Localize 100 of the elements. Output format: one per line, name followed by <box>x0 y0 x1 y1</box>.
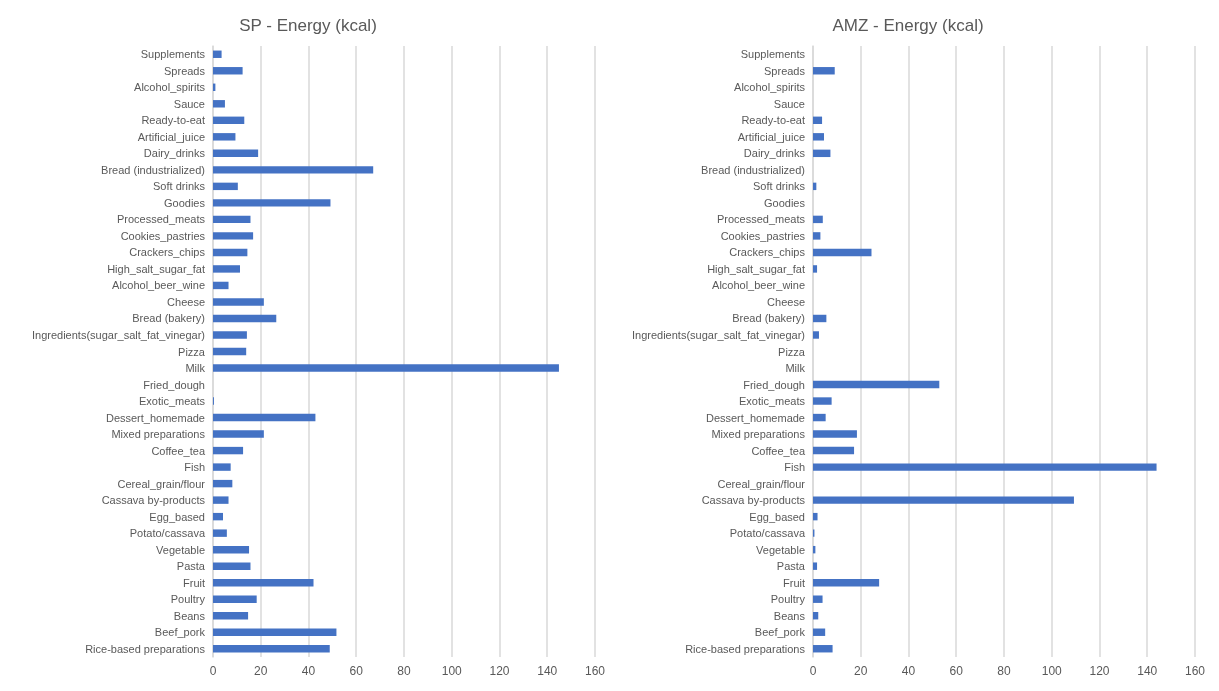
y-tick-label: Ready-to-eat <box>141 114 205 127</box>
y-tick-label: Cookies_pastries <box>720 229 806 242</box>
y-tick-label: High_salt_sugar_fat <box>707 262 805 275</box>
y-tick-label: Artificial_juice <box>137 130 205 143</box>
y-tick-label: Milk <box>185 362 206 375</box>
bar <box>213 67 243 75</box>
y-tick-label: Cassava by-products <box>101 494 206 507</box>
bar <box>213 578 314 587</box>
y-tick-label: Exotic_meats <box>738 395 806 408</box>
y-tick-label: Milk <box>785 362 806 375</box>
x-tick-label: 160 <box>1184 664 1206 678</box>
bar <box>213 347 247 356</box>
y-tick-label: Poultry <box>770 593 806 606</box>
bar <box>813 215 823 224</box>
x-tick-label: 60 <box>949 664 964 678</box>
x-tick-label: 60 <box>349 664 364 678</box>
x-tick-label: 0 <box>209 664 217 678</box>
x-tick-label: 160 <box>584 664 606 678</box>
bar <box>813 232 821 240</box>
bar <box>213 430 264 438</box>
y-tick-label: Goodies <box>164 196 206 209</box>
x-tick-label: 0 <box>809 664 817 678</box>
bar <box>213 314 277 323</box>
y-tick-label: Sauce <box>773 97 805 110</box>
y-tick-label: Pasta <box>176 560 206 573</box>
bar <box>813 413 826 422</box>
bar <box>213 116 245 125</box>
y-tick-label: Mixed preparations <box>711 428 806 441</box>
bar <box>213 628 337 636</box>
bar <box>813 331 819 339</box>
y-tick-label: Crackers_chips <box>729 246 806 259</box>
y-tick-label: Supplements <box>740 48 806 61</box>
x-tick-label: 80 <box>397 664 411 678</box>
y-tick-label: Fried_dough <box>143 378 205 391</box>
bar <box>213 529 227 537</box>
bar <box>813 149 831 158</box>
y-tick-label: Fish <box>184 461 205 474</box>
y-tick-label: Sauce <box>173 97 205 110</box>
y-tick-label: Beans <box>173 609 206 622</box>
bar <box>213 199 331 207</box>
bar <box>813 595 823 603</box>
y-tick-label: Goodies <box>764 196 806 209</box>
y-tick-label: Rice-based preparations <box>85 642 206 655</box>
y-tick-label: Cereal_grain/flour <box>117 477 206 490</box>
y-tick-label: Fried_dough <box>743 378 805 391</box>
bar <box>213 298 264 306</box>
y-tick-label: Alcohol_spirits <box>134 81 206 94</box>
bar <box>213 50 222 58</box>
x-tick-label: 20 <box>254 664 268 678</box>
bar <box>213 562 251 570</box>
y-tick-label: Ingredients(sugar_salt_fat_vinegar) <box>31 328 205 341</box>
y-tick-label: Poultry <box>170 593 206 606</box>
y-tick-label: Alcohol_beer_wine <box>112 279 205 292</box>
y-tick-label: Cookies_pastries <box>120 229 206 242</box>
y-tick-label: Soft drinks <box>753 180 806 193</box>
chart-title: AMZ - Energy (kcal) <box>832 16 984 35</box>
bar <box>813 645 833 653</box>
y-tick-label: Potato/cassava <box>729 527 806 540</box>
x-tick-label: 120 <box>489 664 510 678</box>
y-tick-label: Alcohol_beer_wine <box>712 279 805 292</box>
bar <box>213 331 247 339</box>
bar <box>213 413 316 422</box>
bar <box>213 612 249 620</box>
bar <box>213 545 250 554</box>
y-tick-label: Processed_meats <box>716 213 806 226</box>
y-tick-label: Dairy_drinks <box>143 147 206 160</box>
x-tick-label: 140 <box>537 664 558 678</box>
y-tick-label: Artificial_juice <box>737 130 805 143</box>
y-tick-label: Bread (bakery) <box>732 312 805 325</box>
bar <box>213 645 330 653</box>
bar <box>813 314 827 323</box>
bar <box>213 182 238 191</box>
bar <box>813 397 832 405</box>
y-tick-label: Cheese <box>167 295 205 308</box>
bar <box>213 248 248 257</box>
x-tick-label: 40 <box>301 664 316 678</box>
bar <box>213 364 559 372</box>
bar <box>213 100 225 108</box>
bar <box>213 149 259 158</box>
y-tick-label: Mixed preparations <box>111 428 206 441</box>
y-tick-label: Spreads <box>764 64 806 77</box>
bar <box>213 463 231 471</box>
y-tick-label: Vegetable <box>756 543 805 556</box>
y-tick-label: Spreads <box>164 64 206 77</box>
bar <box>813 463 1157 471</box>
y-tick-label: Coffee_tea <box>751 444 806 457</box>
bar <box>813 248 872 257</box>
y-tick-label: Pasta <box>776 560 806 573</box>
y-tick-label: Fruit <box>183 576 205 589</box>
y-tick-label: Cheese <box>767 295 805 308</box>
bar <box>813 512 818 521</box>
bar <box>813 496 1074 504</box>
bar <box>813 578 880 587</box>
bar <box>213 281 229 290</box>
chart-title: SP - Energy (kcal) <box>239 16 377 35</box>
bar <box>213 496 229 504</box>
x-tick-label: 120 <box>1089 664 1110 678</box>
bar <box>813 67 835 75</box>
bar <box>813 446 855 455</box>
bar <box>813 430 857 438</box>
